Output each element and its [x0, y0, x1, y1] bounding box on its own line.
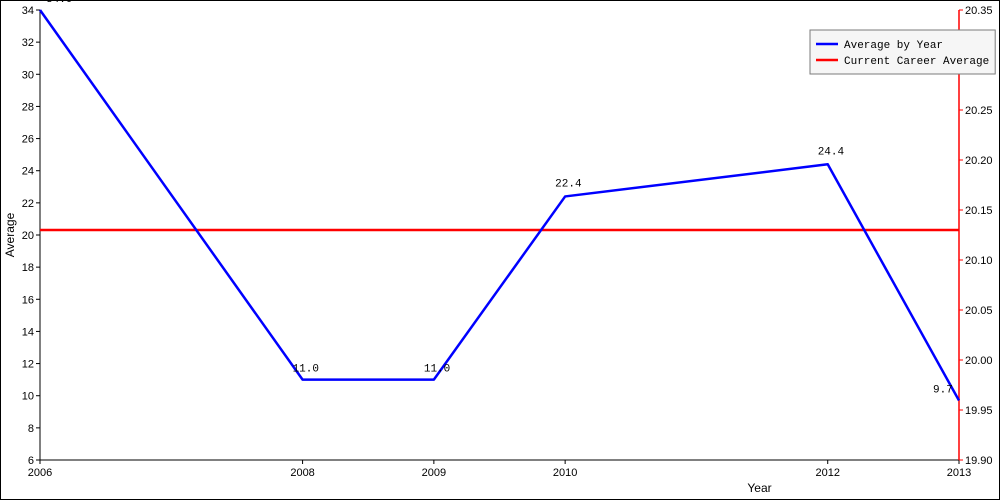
y-left-tick-label: 30: [22, 69, 34, 81]
y-left-tick-label: 16: [22, 294, 34, 306]
legend-label: Current Career Average: [844, 56, 989, 68]
x-tick-label: 2010: [553, 467, 577, 479]
y-right-tick-label: 19.95: [965, 405, 993, 417]
y-right-tick-label: 20.35: [965, 5, 993, 17]
y-left-tick-label: 8: [28, 423, 34, 435]
x-tick-label: 2013: [947, 467, 971, 479]
x-tick-label: 2012: [815, 467, 839, 479]
y-right-tick-label: 20.05: [965, 305, 993, 317]
point-label: 34.0: [46, 0, 72, 6]
point-label: 9.7: [933, 385, 953, 397]
y-right-tick-label: 20.20: [965, 155, 993, 167]
outer-border: [1, 1, 1000, 500]
x-tick-label: 2009: [422, 467, 446, 479]
y-left-tick-label: 26: [22, 134, 34, 146]
y-left-tick-label: 10: [22, 391, 34, 403]
point-label: 24.4: [818, 146, 845, 158]
y-right-tick-label: 20.15: [965, 205, 993, 217]
point-label: 11.0: [293, 364, 319, 376]
point-label: 22.4: [555, 178, 582, 190]
y-left-tick-label: 24: [22, 166, 34, 178]
y-left-tick-label: 28: [22, 101, 34, 113]
chart-canvas: 2006 2008 2009 2010 2012 2013 Year 6 8 10 12 14 16 18…: [0, 0, 1000, 500]
y-left-tick-label: 34: [22, 5, 34, 17]
y-left-tick-label: 6: [28, 455, 34, 467]
y-left-tick-label: 12: [22, 359, 34, 371]
y-left-tick-label: 14: [22, 326, 34, 338]
y-right-tick-label: 19.90: [965, 455, 993, 467]
y-left-tick-label: 22: [22, 198, 34, 210]
y-right-tick-label: 20.25: [965, 105, 993, 117]
y-left-tick-label: 20: [22, 230, 34, 242]
x-tick-label: 2008: [290, 467, 314, 479]
point-label: 11.0: [424, 364, 450, 376]
y-right-tick-label: 20.00: [965, 355, 993, 367]
legend-label: Average by Year: [844, 40, 943, 52]
y-left-axis-label: Average: [3, 212, 17, 257]
y-left-tick-label: 18: [22, 262, 34, 274]
y-right-tick-label: 20.10: [965, 255, 993, 267]
x-tick-label: 2006: [28, 467, 52, 479]
x-axis-label: Year: [747, 481, 771, 495]
y-left-tick-label: 32: [22, 37, 34, 49]
